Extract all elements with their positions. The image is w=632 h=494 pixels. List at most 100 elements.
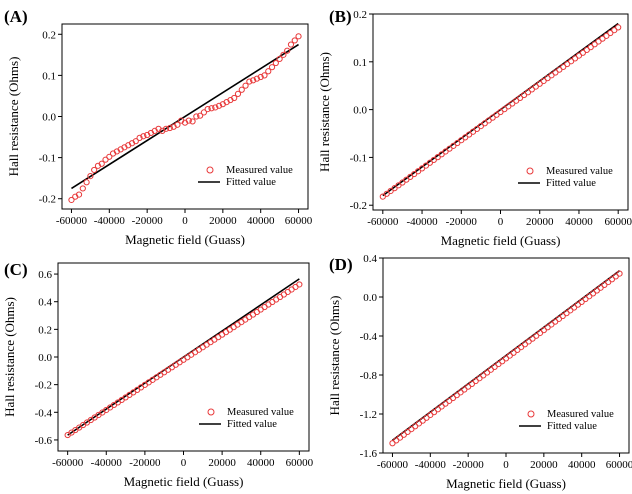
- panel-label: (D): [329, 255, 353, 274]
- y-tick-label: 0.0: [42, 112, 56, 124]
- measured-point: [415, 168, 422, 175]
- measured-point: [422, 162, 430, 169]
- measured-point: [391, 185, 398, 192]
- measured-point: [257, 73, 264, 81]
- legend-marker-measured: [527, 410, 535, 418]
- panel-label: (B): [329, 7, 352, 26]
- measured-point: [411, 170, 418, 178]
- measured-point: [540, 77, 547, 85]
- y-axis-label: Hall resistance (Ohms): [327, 296, 342, 416]
- legend-label-fitted: Fitted value: [227, 419, 277, 430]
- y-tick-label: 0.4: [363, 253, 377, 265]
- x-tick-label: 20000: [208, 457, 236, 469]
- x-tick-label: -20000: [129, 457, 161, 469]
- measured-point: [106, 153, 113, 160]
- x-tick-label: -20000: [453, 459, 485, 471]
- measured-point: [489, 114, 496, 121]
- measured-point: [426, 159, 433, 166]
- measured-point: [407, 173, 414, 180]
- legend-label-fitted: Fitted value: [226, 177, 276, 188]
- measured-point: [193, 113, 200, 120]
- x-axis-label: Magnetic field (Guass): [441, 233, 561, 248]
- measured-point: [442, 148, 449, 155]
- measured-point: [287, 41, 295, 48]
- x-axis-label: Magnetic field (Guass): [124, 474, 244, 489]
- panel-label: (C): [4, 260, 28, 279]
- y-tick-label: -0.2: [350, 200, 367, 212]
- chart-panel-2: -60000 -40000 -20000 0 20000 40000 60000 -0.6 -0…: [2, 260, 314, 489]
- measured-point: [517, 94, 524, 101]
- y-tick-label: -0.2: [39, 194, 56, 206]
- measured-point: [174, 121, 181, 128]
- measured-point: [189, 118, 196, 125]
- measured-point: [524, 89, 532, 96]
- y-axis-label: Hall resistance (Ohms): [6, 57, 21, 177]
- measured-point: [246, 78, 253, 85]
- x-tick-label: 40000: [565, 216, 593, 228]
- measured-point: [509, 100, 516, 107]
- measured-point: [185, 117, 192, 124]
- measured-point: [552, 69, 559, 76]
- measured-point: [295, 33, 302, 40]
- measured-point: [462, 134, 469, 141]
- legend-marker-measured: [526, 167, 534, 175]
- x-tick-label: 20000: [209, 215, 237, 227]
- measured-point: [603, 32, 610, 39]
- measured-point: [291, 37, 298, 44]
- x-tick-label: 0: [498, 216, 504, 228]
- measured-point: [215, 102, 223, 109]
- measured-point: [505, 103, 512, 110]
- measured-point: [136, 134, 143, 141]
- x-axis-label: Magnetic field (Guass): [125, 232, 245, 247]
- measured-point: [520, 91, 528, 99]
- x-tick-label: 40000: [247, 215, 275, 227]
- measured-point: [387, 187, 394, 195]
- measured-point: [91, 166, 98, 174]
- x-tick-label: -40000: [415, 459, 447, 471]
- measured-point: [434, 154, 441, 161]
- measured-point: [75, 191, 83, 198]
- measured-point: [493, 111, 500, 118]
- x-tick-label: -40000: [91, 457, 123, 469]
- measured-point: [568, 58, 575, 65]
- measured-point: [284, 47, 291, 54]
- measured-point: [583, 46, 590, 54]
- legend-label-fitted: Fitted value: [547, 421, 597, 432]
- measured-point: [395, 182, 402, 189]
- measured-point: [276, 55, 283, 63]
- measured-point: [265, 68, 272, 75]
- measured-point: [79, 185, 86, 192]
- measured-point: [68, 196, 75, 204]
- x-axis-label: Magnetic field (Guass): [446, 476, 566, 491]
- measured-point: [102, 156, 109, 163]
- measured-point: [399, 179, 406, 186]
- x-tick-label: 60000: [286, 457, 314, 469]
- measured-point: [166, 124, 173, 132]
- x-tick-label: -40000: [94, 215, 126, 227]
- x-tick-label: 0: [503, 459, 509, 471]
- y-tick-label: 0.0: [353, 105, 367, 117]
- x-tick-label: -20000: [446, 216, 478, 228]
- measured-point: [200, 109, 208, 116]
- x-tick-label: 0: [181, 457, 187, 469]
- measured-point: [466, 131, 473, 138]
- y-axis-label: Hall resistance (Ohms): [2, 297, 17, 417]
- measured-point: [501, 106, 508, 113]
- y-tick-label: -0.6: [35, 435, 53, 447]
- x-tick-label: 60000: [604, 216, 632, 228]
- measured-point: [212, 104, 219, 111]
- measured-point: [383, 190, 390, 197]
- x-tick-label: 20000: [526, 216, 554, 228]
- y-tick-label: -1.2: [360, 409, 377, 421]
- measured-point: [438, 151, 445, 158]
- measured-point: [268, 64, 276, 71]
- legend-label-measured: Measured value: [547, 409, 614, 420]
- measured-point: [253, 75, 261, 82]
- measured-point: [616, 270, 623, 277]
- y-tick-label: -1.6: [360, 448, 378, 460]
- measured-point: [231, 94, 238, 102]
- measured-point: [607, 29, 614, 37]
- chart-panel-3: -60000 -40000 -20000 0 20000 40000 60000 -1.6 -1…: [327, 253, 632, 491]
- measured-point: [536, 80, 543, 87]
